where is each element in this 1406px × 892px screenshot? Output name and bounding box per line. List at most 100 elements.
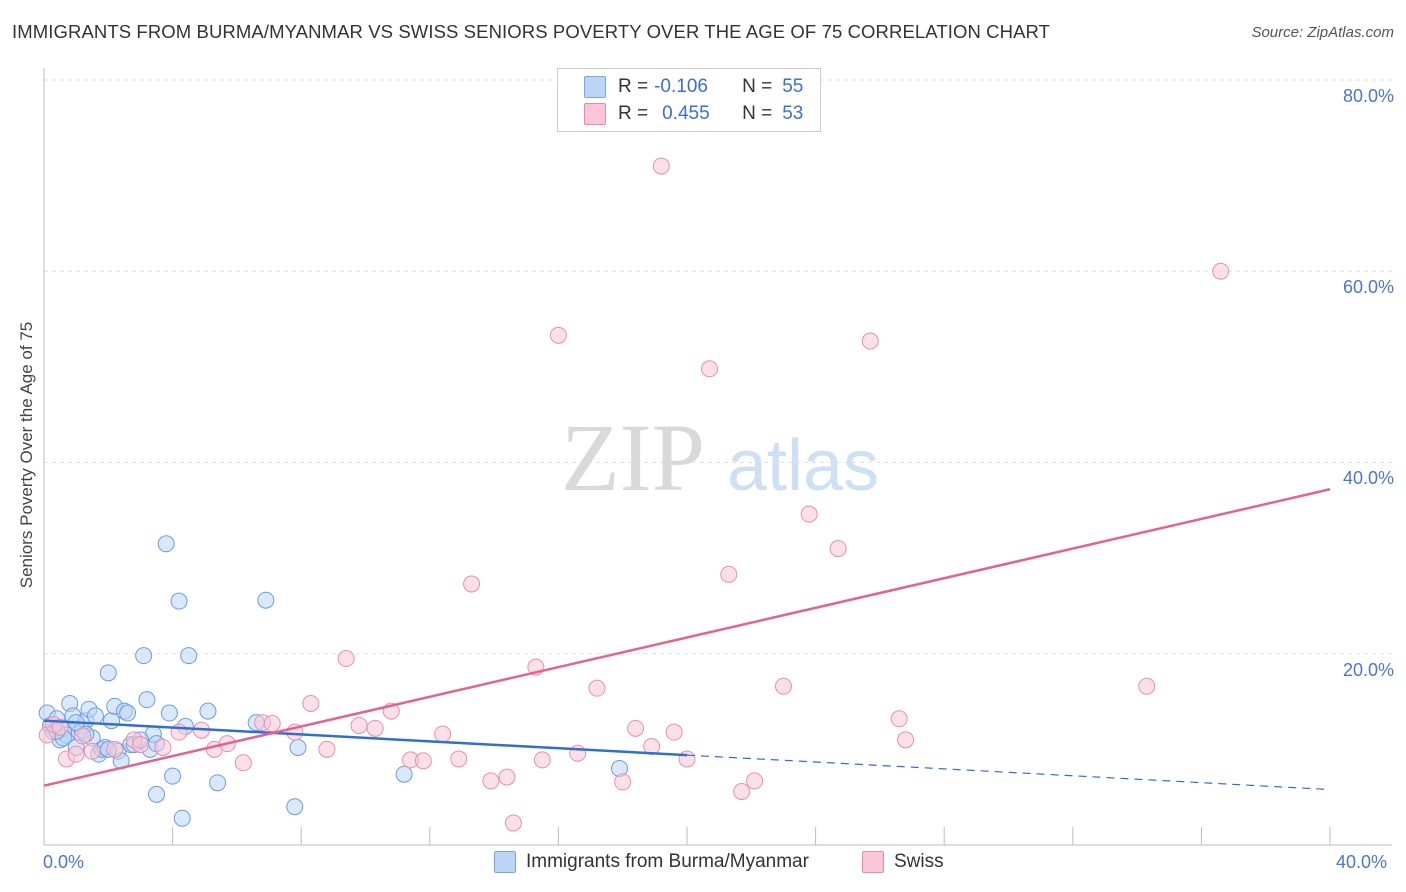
series-burma-points: [38, 535, 628, 827]
swiss-point-36: [569, 744, 587, 762]
burma-point-25: [119, 704, 137, 722]
swiss-point-44: [701, 360, 719, 378]
watermark: ZIP atlas: [561, 404, 879, 511]
burma-point-28: [138, 691, 156, 709]
swiss-point-40: [643, 738, 661, 756]
swiss-point-52: [890, 710, 908, 728]
swiss-point-21: [337, 650, 355, 668]
r-value-burma: -0.106: [654, 76, 708, 97]
swiss-point-10: [154, 738, 172, 756]
y-axis-label: Seniors Poverty Over the Age of 75: [17, 321, 36, 589]
grid-lines: [44, 79, 1392, 655]
swiss-point-43: [678, 750, 696, 768]
n-value-burma: 55: [782, 76, 804, 97]
swiss-point-15: [234, 754, 252, 772]
burma-point-33: [157, 535, 175, 553]
stats-legend: R = -0.106 N = 55 R = 0.455 N = 53: [557, 68, 821, 132]
swiss-point-50: [829, 540, 847, 558]
swiss-swatch-icon: [584, 103, 606, 125]
swiss-point-23: [366, 719, 384, 737]
swiss-point-34: [533, 751, 551, 769]
burma-point-46: [395, 765, 413, 783]
swiss-point-45: [720, 565, 738, 583]
swiss-point-2: [51, 718, 69, 736]
y-tick-20: 20.0%: [1342, 660, 1394, 680]
burma-point-32: [148, 785, 166, 803]
swiss-point-35: [549, 326, 567, 344]
swiss-point-5: [74, 727, 92, 745]
swiss-point-41: [652, 157, 670, 175]
axes: [43, 68, 1392, 846]
source-credit: Source: ZipAtlas.com: [1251, 24, 1394, 41]
y-tick-60: 60.0%: [1342, 277, 1394, 297]
swiss-point-54: [1138, 677, 1156, 695]
burma-point-19: [99, 664, 117, 682]
burma-legend-swatch-icon: [494, 851, 516, 873]
burma-point-15: [86, 707, 104, 725]
swiss-point-19: [302, 694, 320, 712]
burma-trend-line-extrapolated: [686, 754, 1331, 791]
stats-legend-row-burma: R = -0.106 N = 55: [584, 75, 803, 99]
swiss-point-30: [482, 772, 500, 790]
burma-point-36: [170, 592, 188, 610]
swiss-point-9: [131, 736, 149, 754]
swiss-point-7: [106, 740, 124, 758]
burma-point-41: [209, 774, 227, 792]
legend-label-swiss: Swiss: [894, 851, 944, 872]
legend-label-burma: Immigrants from Burma/Myanmar: [526, 851, 809, 872]
swiss-point-27: [434, 725, 452, 743]
n-label: N =: [742, 103, 773, 124]
swiss-point-49: [800, 505, 818, 523]
burma-point-34: [160, 704, 178, 722]
burma-point-39: [180, 647, 198, 665]
chart-title: IMMIGRANTS FROM BURMA/MYANMAR VS SWISS S…: [12, 21, 1051, 42]
r-value-swiss: 0.455: [662, 103, 710, 124]
swiss-point-26: [414, 752, 432, 770]
trend-lines: [43, 488, 1331, 791]
swiss-point-46: [733, 782, 751, 800]
y-tick-80: 80.0%: [1342, 86, 1394, 106]
swiss-point-38: [614, 773, 632, 791]
swiss-point-51: [861, 332, 879, 350]
swiss-trend-line: [43, 488, 1331, 787]
burma-point-43: [257, 591, 275, 609]
burma-trend-line: [43, 719, 688, 757]
burma-point-40: [199, 702, 217, 720]
swiss-point-42: [665, 723, 683, 741]
swiss-point-6: [83, 742, 101, 760]
swiss-point-39: [627, 719, 645, 737]
r-label: R =: [618, 103, 649, 124]
swiss-point-48: [774, 677, 792, 695]
swiss-point-53: [897, 731, 915, 749]
stats-legend-row-swiss: R = 0.455 N = 53: [584, 102, 803, 126]
burma-point-35: [164, 767, 182, 785]
burma-point-45: [289, 738, 307, 756]
swiss-point-29: [463, 575, 481, 593]
r-label: R =: [618, 76, 649, 97]
swiss-point-37: [588, 679, 606, 697]
swiss-point-32: [504, 814, 522, 832]
series-swiss-points: [38, 157, 1230, 832]
burma-point-27: [135, 647, 153, 665]
burma-swatch-icon: [584, 76, 606, 98]
swiss-point-47: [746, 772, 764, 790]
swiss-point-4: [67, 745, 85, 763]
n-value-swiss: 53: [782, 103, 804, 124]
swiss-point-28: [450, 750, 468, 768]
legend-item-swiss[interactable]: Swiss: [862, 851, 944, 873]
legend-item-burma[interactable]: Immigrants from Burma/Myanmar: [494, 851, 809, 873]
n-label: N =: [742, 76, 773, 97]
swiss-point-55: [1212, 262, 1230, 280]
y-tick-40: 40.0%: [1342, 468, 1394, 488]
x-tick-0: 0.0%: [43, 852, 85, 872]
burma-point-44: [286, 798, 304, 816]
watermark-atlas: atlas: [727, 426, 879, 506]
burma-point-37: [173, 809, 191, 827]
swiss-point-17: [263, 715, 281, 733]
swiss-point-20: [318, 740, 336, 758]
watermark-zip: ZIP: [561, 404, 705, 511]
swiss-point-31: [498, 768, 516, 786]
swiss-point-22: [350, 716, 368, 734]
swiss-legend-swatch-icon: [862, 851, 884, 873]
